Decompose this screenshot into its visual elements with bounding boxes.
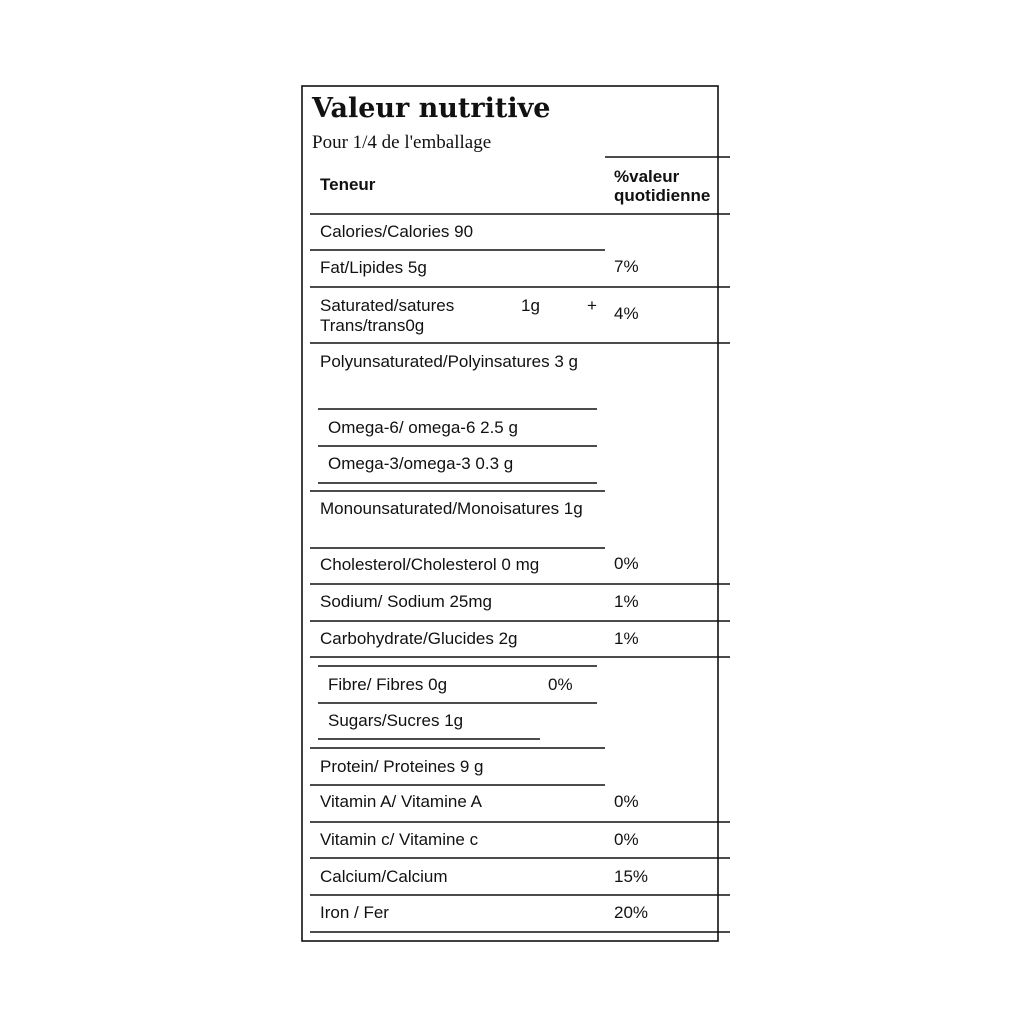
- daily-value: 0%: [548, 675, 573, 694]
- daily-value: 0%: [614, 792, 639, 811]
- nutrient-label: Omega-3/omega-3 0.3 g: [328, 454, 514, 473]
- nutrient-label: Iron / Fer: [320, 903, 389, 922]
- rules: [310, 156, 730, 933]
- nutrient-label: Saturated/satures: [320, 296, 455, 315]
- nutrient-label: Carbohydrate/Glucides 2g: [320, 629, 518, 648]
- nutrient-label: Trans/trans0g: [320, 316, 425, 335]
- column-header: %valeur quotidienne: [614, 167, 711, 205]
- nutrient-label: Monounsaturated/Monoisatures 1g: [320, 499, 583, 518]
- daily-value: 1%: [614, 629, 639, 648]
- nutrient-label: Polyunsaturated/Polyinsatures 3 g: [320, 352, 578, 371]
- daily-value: 0%: [614, 554, 639, 573]
- nutrient-label: Vitamin A/ Vitamine A: [320, 792, 482, 811]
- daily-value: 15%: [614, 867, 649, 886]
- subtitle: Pour 1/4 de l'emballage: [312, 132, 492, 153]
- plus-sign: +: [587, 296, 597, 315]
- border: [301, 85, 719, 942]
- daily-value: 20%: [614, 903, 649, 922]
- nutrient-label: Vitamin c/ Vitamine c: [320, 830, 479, 849]
- nutrient-amount: 1g: [521, 296, 540, 315]
- nutrient-label: Calcium/Calcium: [320, 867, 448, 886]
- title: Valeur nutritive: [312, 93, 551, 124]
- nutrient-label: Fat/Lipides 5g: [320, 258, 427, 277]
- nutrient-label: Omega-6/ omega-6 2.5 g: [328, 418, 518, 437]
- nutrient-label: Calories/Calories 90: [320, 222, 474, 241]
- nutrient-label: Sodium/ Sodium 25mg: [320, 592, 492, 611]
- daily-value: 7%: [614, 257, 639, 276]
- nutrient-label: Fibre/ Fibres 0g: [328, 675, 448, 694]
- daily-value: 1%: [614, 592, 639, 611]
- nutrient-label: Protein/ Proteines 9 g: [320, 757, 484, 776]
- daily-value: 0%: [614, 830, 639, 849]
- column-header: Teneur: [320, 175, 376, 194]
- nutrient-label: Cholesterol/Cholesterol 0 mg: [320, 555, 540, 574]
- nutrient-label: Sugars/Sucres 1g: [328, 711, 464, 730]
- daily-value: 4%: [614, 304, 639, 323]
